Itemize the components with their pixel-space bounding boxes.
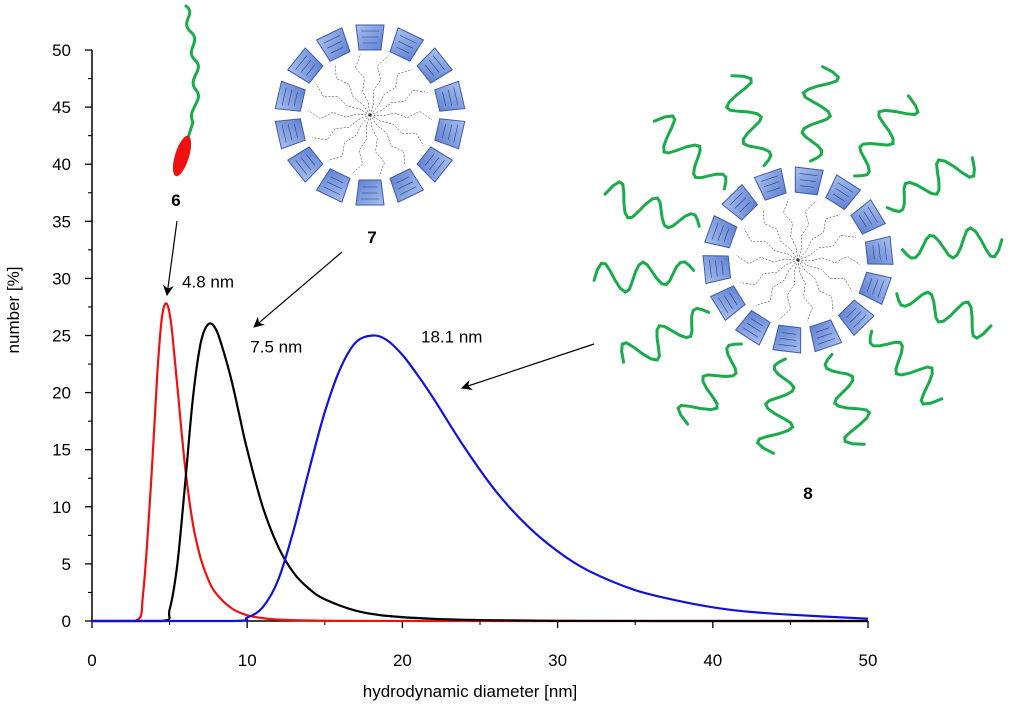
polymer-chain bbox=[724, 74, 773, 168]
cyclodextrin-cup bbox=[809, 319, 843, 353]
polymer-chain bbox=[853, 94, 920, 178]
cyclodextrin-cup bbox=[287, 146, 324, 183]
polymer-chain bbox=[620, 306, 711, 364]
x-tick-label: 50 bbox=[859, 651, 878, 670]
polymer-chain bbox=[823, 352, 872, 446]
molecule-8-illustration bbox=[592, 65, 1004, 455]
arrow-7 bbox=[253, 251, 343, 328]
cyclodextrin-cup bbox=[355, 24, 385, 51]
y-tick-label: 50 bbox=[52, 41, 71, 60]
x-tick-label: 10 bbox=[238, 651, 257, 670]
cyclodextrin-cup bbox=[315, 168, 351, 203]
y-tick-label: 45 bbox=[52, 98, 71, 117]
series-line-blue bbox=[92, 334, 869, 623]
cyclodextrin-cup bbox=[702, 255, 732, 285]
polymer-chain bbox=[755, 357, 796, 455]
cyclodextrin-cup bbox=[389, 168, 425, 203]
compound-label-7: 7 bbox=[367, 228, 376, 247]
cyclodextrin-cup bbox=[274, 118, 306, 150]
y-tick-label: 25 bbox=[52, 327, 71, 346]
cyclodextrin-cup bbox=[825, 174, 862, 211]
y-tick-label: 10 bbox=[52, 498, 71, 517]
polymer-chain bbox=[885, 156, 976, 214]
polymer-chain bbox=[603, 180, 701, 230]
y-tick-label: 40 bbox=[52, 155, 71, 174]
cyclodextrin-cup bbox=[416, 47, 453, 84]
annotation-peak-black: 7.5 nm bbox=[250, 338, 302, 357]
y-tick-label: 30 bbox=[52, 269, 71, 288]
y-tick-label: 5 bbox=[62, 555, 71, 574]
y-axis-label: number [%] bbox=[4, 267, 23, 354]
series-line-red bbox=[92, 302, 868, 623]
polymer-chain bbox=[895, 290, 993, 340]
dendrimer-core bbox=[736, 198, 860, 322]
molecule-6-illustration bbox=[172, 4, 200, 177]
compound-label-6: 6 bbox=[171, 191, 180, 210]
cyclodextrin-cup bbox=[858, 271, 892, 305]
polymer-chain bbox=[800, 65, 841, 163]
cyclodextrin-cup bbox=[389, 27, 425, 62]
arrow-6 bbox=[162, 220, 178, 297]
annotation-peak-red: 4.8 nm bbox=[182, 273, 234, 292]
x-tick-label: 0 bbox=[87, 651, 96, 670]
tick-labels: 0 10 20 30 40 50 0 5 10 15 20 25 30 35 40 45 50 bbox=[52, 41, 877, 670]
polymer-chain bbox=[592, 260, 696, 294]
polymer-chain bbox=[900, 226, 1004, 260]
polymer-chain bbox=[676, 342, 743, 426]
series-line-black bbox=[92, 322, 868, 623]
molecule-7-illustration bbox=[274, 24, 466, 206]
cyclodextrin-cup bbox=[864, 235, 894, 265]
cyclodextrin-cup bbox=[753, 167, 787, 201]
polymer-chain bbox=[868, 329, 944, 406]
cyclodextrin-cup bbox=[274, 80, 306, 112]
cyclodextrin-cup bbox=[434, 118, 466, 150]
cyclodextrin-cup bbox=[416, 146, 453, 183]
cyclodextrin-cup bbox=[709, 285, 746, 321]
cyclodextrin-cup bbox=[434, 80, 466, 112]
y-tick-label: 15 bbox=[52, 441, 71, 460]
x-axis-label: hydrodynamic diameter [nm] bbox=[363, 682, 577, 701]
cyclodextrin-cup bbox=[355, 179, 385, 206]
cyclodextrin-cup bbox=[734, 309, 771, 346]
cyclodextrin-cup bbox=[287, 47, 324, 84]
arrow-8 bbox=[460, 343, 595, 391]
x-tick-label: 40 bbox=[703, 651, 722, 670]
y-tick-label: 0 bbox=[62, 612, 71, 631]
x-tick-label: 20 bbox=[393, 651, 412, 670]
cyclodextrin-cup bbox=[315, 27, 351, 62]
cyclodextrin-cup bbox=[704, 215, 738, 249]
cyclodextrin-cup bbox=[794, 166, 824, 196]
cyclodextrin-cup bbox=[772, 324, 802, 354]
cyclodextrin-cup bbox=[721, 183, 759, 221]
dendrimer-core bbox=[308, 53, 432, 177]
cyclodextrin-cup bbox=[850, 199, 887, 235]
x-tick-label: 30 bbox=[548, 651, 567, 670]
compound-label-8: 8 bbox=[803, 484, 812, 503]
cyclodextrin-cup bbox=[837, 299, 875, 337]
annotation-peak-blue: 18.1 nm bbox=[421, 327, 482, 346]
y-tick-label: 20 bbox=[52, 384, 71, 403]
y-tick-label: 35 bbox=[52, 212, 71, 231]
polymer-chain bbox=[652, 114, 728, 191]
